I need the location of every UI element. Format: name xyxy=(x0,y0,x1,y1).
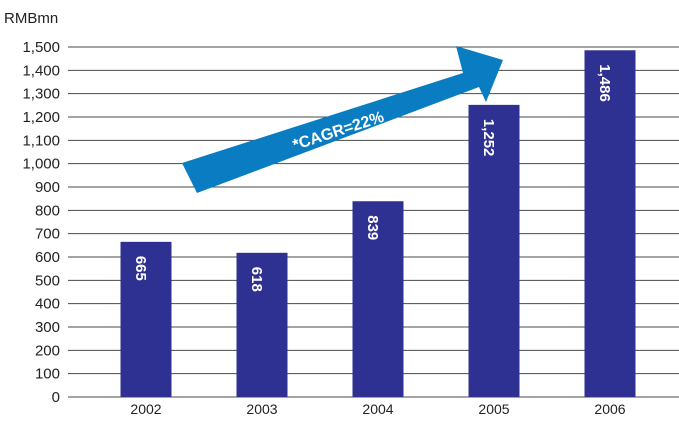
y-tick-label: 1,400 xyxy=(22,62,60,79)
bar-value-label: 839 xyxy=(364,215,381,240)
y-tick-label: 1,500 xyxy=(22,39,60,56)
y-tick-label: 700 xyxy=(35,226,60,243)
cagr-arrow xyxy=(182,46,503,193)
y-tick-label: 500 xyxy=(35,272,60,289)
x-axis-labels: 2002 2003 2004 2005 2006 xyxy=(130,401,625,417)
bar-value-label: 618 xyxy=(248,267,265,292)
x-tick-label: 2003 xyxy=(246,401,277,417)
bar-value-label: 665 xyxy=(132,256,149,281)
y-tick-label: 600 xyxy=(35,249,60,266)
y-tick-label: 900 xyxy=(35,179,60,196)
x-tick-label: 2004 xyxy=(362,401,393,417)
y-tick-label: 1,100 xyxy=(22,132,60,149)
x-tick-label: 2005 xyxy=(478,401,509,417)
y-tick-label: 300 xyxy=(35,319,60,336)
bar-2004 xyxy=(352,201,404,397)
bar-2005 xyxy=(468,104,520,397)
y-tick-label: 1,000 xyxy=(22,156,60,173)
y-tick-label: 1,300 xyxy=(22,86,60,103)
y-tick-label: 400 xyxy=(35,296,60,313)
y-tick-label: 800 xyxy=(35,202,60,219)
bar-2002 xyxy=(120,241,172,397)
growth-arrow: *CAGR=22% xyxy=(182,46,503,193)
bar-2006 xyxy=(584,50,636,398)
x-tick-label: 2006 xyxy=(594,401,625,417)
y-tick-label: 1,200 xyxy=(22,109,60,126)
y-tick-label: 200 xyxy=(35,342,60,359)
y-axis-ticks: 0 100 200 300 400 500 600 700 800 900 1,000 1,100 1,… xyxy=(22,39,60,406)
bar-2003 xyxy=(236,252,288,397)
x-tick-label: 2002 xyxy=(130,401,161,417)
bar-value-label: 1,252 xyxy=(480,119,497,157)
y-tick-label: 0 xyxy=(52,389,60,406)
bar-value-label: 1,486 xyxy=(596,64,613,102)
y-tick-label: 100 xyxy=(35,366,60,383)
y-axis-unit-label: RMBmn xyxy=(4,10,58,27)
bars: 665 618 839 1,252 1,486 xyxy=(120,50,636,398)
